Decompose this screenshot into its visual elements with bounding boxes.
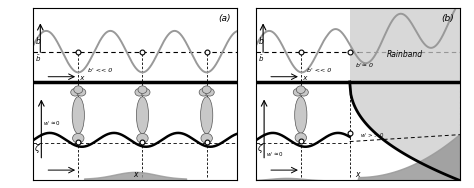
Text: b' << 0: b' << 0 xyxy=(88,68,112,73)
Text: x: x xyxy=(301,75,307,81)
Circle shape xyxy=(296,86,305,93)
Ellipse shape xyxy=(72,97,84,134)
Circle shape xyxy=(137,133,148,143)
Circle shape xyxy=(74,86,83,93)
Text: $b$: $b$ xyxy=(258,35,264,46)
Text: $\zeta$: $\zeta$ xyxy=(34,143,41,155)
Ellipse shape xyxy=(295,97,307,133)
Circle shape xyxy=(295,133,307,143)
Circle shape xyxy=(135,89,144,96)
Circle shape xyxy=(205,89,214,96)
Circle shape xyxy=(202,86,211,93)
Text: x: x xyxy=(133,171,137,179)
Text: x: x xyxy=(356,171,360,179)
Text: $b$: $b$ xyxy=(35,35,42,46)
Circle shape xyxy=(199,89,208,96)
Text: $w'\approx 0$: $w'\approx 0$ xyxy=(266,151,284,159)
Circle shape xyxy=(293,89,302,96)
Ellipse shape xyxy=(201,97,213,134)
Text: (b): (b) xyxy=(441,14,454,24)
Circle shape xyxy=(138,86,147,93)
Circle shape xyxy=(300,89,309,96)
Text: b' << 0: b' << 0 xyxy=(307,68,331,73)
Circle shape xyxy=(201,133,212,143)
Text: $w'\approx 0$: $w'\approx 0$ xyxy=(44,120,61,128)
Text: $\bar{b}$: $\bar{b}$ xyxy=(35,53,41,64)
Text: $w' >> 0$: $w' >> 0$ xyxy=(360,132,384,140)
Circle shape xyxy=(141,89,150,96)
Text: $\zeta$: $\zeta$ xyxy=(256,143,264,155)
Text: (a): (a) xyxy=(219,14,231,24)
Text: x: x xyxy=(78,75,84,81)
Ellipse shape xyxy=(137,97,148,134)
Text: Rainband: Rainband xyxy=(387,50,423,59)
Text: b'≈ 0: b'≈ 0 xyxy=(356,63,373,68)
Circle shape xyxy=(77,89,86,96)
Circle shape xyxy=(71,89,80,96)
Circle shape xyxy=(73,133,84,143)
Text: $\bar{b}$: $\bar{b}$ xyxy=(258,53,264,64)
